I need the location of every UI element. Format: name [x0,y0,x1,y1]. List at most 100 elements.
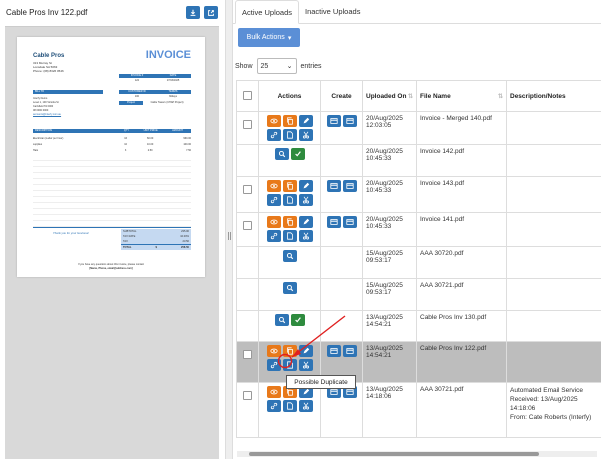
file-name-cell[interactable]: AAA 30721.pdf [416,382,507,438]
approve-button[interactable] [291,314,305,326]
file-name-cell[interactable]: AAA 30720.pdf [416,246,507,279]
view-button[interactable] [267,216,281,228]
edit-button[interactable] [299,345,313,357]
document-button[interactable] [283,194,297,206]
split-button[interactable] [299,194,313,206]
row-checkbox[interactable] [243,221,252,230]
search-icon [286,252,294,260]
description-header[interactable]: Description/Notes [506,80,601,112]
create-bill-button[interactable] [326,345,341,357]
pane-splitter[interactable] [225,0,233,459]
table-row[interactable]: 20/Aug/2025 10:45:33 Invoice 141.pdf [236,212,601,247]
create-invoice-button[interactable] [342,216,357,228]
scrollbar-thumb[interactable] [249,452,539,456]
link-button[interactable] [267,400,281,412]
table-header-row: Actions Create ⇅ Uploaded On ⇅ File Name D… [236,80,601,112]
duplicate-button[interactable] [283,345,297,357]
splitter-grip[interactable] [228,232,231,240]
table-row[interactable]: 15/Aug/2025 09:53:17 AAA 30721.pdf [236,278,601,311]
file-name-header[interactable]: ⇅ File Name [416,80,507,112]
row-checkbox[interactable] [243,350,252,359]
table-row[interactable]: 20/Aug/2025 12:03:05 Invoice - Merged 140… [236,111,601,145]
file-name-cell[interactable]: Invoice 141.pdf [416,212,507,247]
create-bill-button[interactable] [326,386,341,398]
eye-icon [270,389,278,395]
row-checkbox[interactable] [243,185,252,194]
view-button[interactable] [267,386,281,398]
create-bill-button[interactable] [326,115,341,127]
create-bill-button[interactable] [326,180,341,192]
link-button[interactable] [267,129,281,141]
pdf-viewer[interactable]: Cable Pros INVOICE 313 Murray St Lonsdale… [5,26,219,459]
create-actions [324,115,359,127]
duplicate-button[interactable] [283,180,297,192]
create-actions [324,180,359,192]
duplicate-button[interactable] [283,115,297,127]
description-cell: Automated Email Service Received: 13/Aug/… [506,382,601,438]
edit-button[interactable] [299,386,313,398]
open-external-button[interactable] [204,6,218,19]
document-button[interactable] [283,359,297,371]
tab-inactive-uploads[interactable]: Inactive Uploads [305,7,361,16]
table-row[interactable]: 13/Aug/2025 14:54:21 Cable Pros Inv 130.p… [236,310,601,342]
edit-button[interactable] [299,115,313,127]
split-button[interactable] [299,230,313,242]
link-icon [270,361,278,369]
view-button[interactable] [267,345,281,357]
table-row[interactable]: 13/Aug/2025 14:18:06 AAA 30721.pdf Automa… [236,382,601,438]
download-button[interactable] [186,6,200,19]
row-select-cell [236,310,259,342]
uploaded-on-header[interactable]: ⇅ Uploaded On [362,80,417,112]
duplicate-button[interactable] [283,216,297,228]
document-button[interactable] [283,129,297,141]
table-row[interactable]: 20/Aug/2025 10:45:33 Invoice 143.pdf [236,176,601,213]
card-icon [345,219,354,225]
create-invoice-button[interactable] [342,180,357,192]
file-name-cell[interactable]: Invoice - Merged 140.pdf [416,111,507,145]
split-button[interactable] [299,400,313,412]
page-length-select[interactable]: 25 ⌄ [256,58,297,74]
link-button[interactable] [267,359,281,371]
create-bill-button[interactable] [326,216,341,228]
table-row[interactable]: 15/Aug/2025 09:53:17 AAA 30720.pdf [236,246,601,279]
totals-box: SUBTOTAL 235.00 TAX RATE 10.00% TAX 23.50 T… [121,229,191,250]
split-button[interactable] [299,129,313,141]
row-select-cell [236,278,259,311]
description-cell [506,246,601,279]
table-row[interactable]: 13/Aug/2025 14:54:21 Cable Pros Inv 122.p… [236,341,601,383]
search-button[interactable] [275,148,289,160]
invoice-address: 313 Murray St Lonsdale SA 5063 Phone: (08)… [33,61,64,73]
document-button[interactable] [283,400,297,412]
table-row[interactable]: 20/Aug/2025 10:45:33 Invoice 142.pdf [236,144,601,177]
file-name-cell[interactable]: Invoice 142.pdf [416,144,507,177]
bill-to-lines: Interfy Demo Level 1, 100 Victoria St Carl… [33,97,62,116]
create-cell [320,382,363,438]
edit-button[interactable] [299,180,313,192]
horizontal-scrollbar[interactable] [237,451,597,457]
pencil-icon [303,388,310,395]
search-button[interactable] [283,282,297,294]
split-button[interactable] [299,359,313,371]
edit-button[interactable] [299,216,313,228]
search-button[interactable] [275,314,289,326]
file-name-cell[interactable]: Cable Pros Inv 130.pdf [416,310,507,342]
approve-button[interactable] [291,148,305,160]
description-cell [506,144,601,177]
tab-active-uploads[interactable]: Active Uploads [235,0,300,24]
file-name-cell[interactable]: Cable Pros Inv 122.pdf [416,341,507,383]
select-all-checkbox[interactable] [243,90,252,100]
create-invoice-button[interactable] [342,115,357,127]
create-invoice-button[interactable] [342,345,357,357]
row-checkbox[interactable] [243,391,252,400]
link-button[interactable] [267,230,281,242]
link-button[interactable] [267,194,281,206]
row-checkbox[interactable] [243,120,252,129]
view-button[interactable] [267,180,281,192]
file-name-cell[interactable]: Invoice 143.pdf [416,176,507,213]
document-button[interactable] [283,230,297,242]
view-button[interactable] [267,115,281,127]
search-button[interactable] [283,250,297,262]
bulk-actions-button[interactable]: Bulk Actions ▾ [238,28,300,47]
create-invoice-button[interactable] [342,386,357,398]
file-name-cell[interactable]: AAA 30721.pdf [416,278,507,311]
